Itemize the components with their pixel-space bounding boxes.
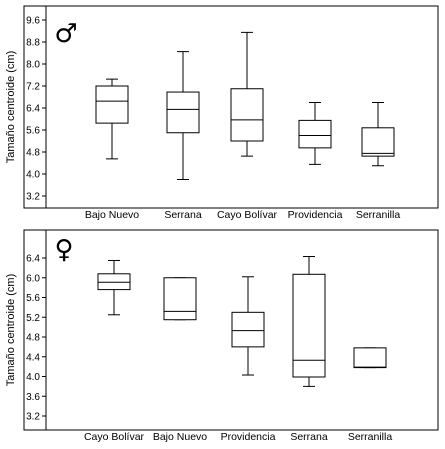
panel-frame <box>23 5 439 209</box>
female-symbol-icon: ♀ <box>54 235 73 265</box>
category-label: Serrana <box>164 209 202 221</box>
box-4 <box>353 347 387 369</box>
box-2 <box>230 31 264 157</box>
box-iqr <box>298 119 332 149</box>
category-label: Cayo Bolívar <box>217 209 278 221</box>
y-tick-label: 8.8 <box>26 38 40 49</box>
category-label: Serrana <box>290 431 328 443</box>
box-0 <box>95 78 129 160</box>
box-iqr <box>95 85 129 124</box>
box-3 <box>298 102 332 165</box>
box-iqr <box>361 127 395 157</box>
y-tick-label: 3.2 <box>26 412 40 423</box>
y-tick-label: 3.6 <box>26 392 40 403</box>
category-label: Providencia <box>288 209 343 221</box>
box-iqr <box>230 88 264 142</box>
box-iqr <box>163 277 197 321</box>
box-3 <box>292 256 326 387</box>
y-tick-label: 6.4 <box>26 104 40 115</box>
box-iqr <box>292 273 326 378</box>
box-1 <box>166 51 200 180</box>
y-tick-label: 6.0 <box>26 273 40 284</box>
panel-frame <box>23 229 439 431</box>
y-tick-label: 7.2 <box>26 82 40 93</box>
y-tick-label: 4.0 <box>26 372 40 383</box>
panel-male: 3.2 4.0 4.8 5.6 6.4 7.2 8.0 8.8 9.6 Tamaño centro… <box>5 5 439 221</box>
box-iqr <box>353 347 387 369</box>
category-label: Bajo Nuevo <box>85 209 139 221</box>
category-label: Serranilla <box>356 209 401 221</box>
box-4 <box>361 102 395 167</box>
y-tick-label: 9.6 <box>26 16 40 27</box>
y-tick-label: 6.4 <box>26 254 40 265</box>
y-tick-label: 4.0 <box>26 170 40 181</box>
box-iqr <box>231 311 265 348</box>
y-axis-label: Tamaño centroide (cm) <box>5 274 17 387</box>
panel-female: 3.2 3.6 4.0 4.4 4.8 5.2 5.6 6.0 6.4 Tamaño centro… <box>5 229 439 443</box>
y-tick-label: 5.2 <box>26 313 40 324</box>
category-label: Providencia <box>221 431 276 443</box>
y-tick-label: 3.2 <box>26 192 40 203</box>
y-tick-label: 5.6 <box>26 293 40 304</box>
box-0 <box>97 259 131 316</box>
box-2 <box>231 276 265 376</box>
y-axis-label: Tamaño centroide (cm) <box>5 51 17 164</box>
y-tick-label: 4.8 <box>26 148 40 159</box>
box-iqr <box>166 91 200 134</box>
y-tick-label: 8.0 <box>26 60 40 71</box>
category-label: Cayo Bolívar <box>84 431 145 443</box>
male-symbol-icon: ♂ <box>54 19 77 49</box>
box-1 <box>163 277 197 321</box>
category-label: Bajo Nuevo <box>153 431 207 443</box>
category-label: Serranilla <box>348 431 393 443</box>
y-tick-label: 4.8 <box>26 333 40 344</box>
y-tick-label: 5.6 <box>26 126 40 137</box>
y-tick-label: 4.4 <box>26 352 40 363</box>
